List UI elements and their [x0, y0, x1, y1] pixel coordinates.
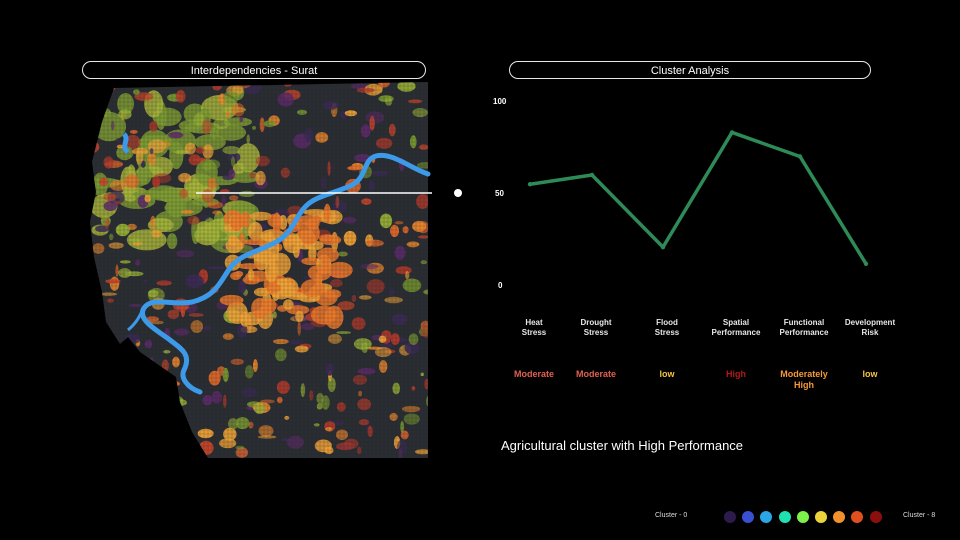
- legend-swatch: [742, 511, 755, 523]
- level-label: Moderately High: [780, 369, 828, 390]
- legend-swatch: [760, 511, 773, 523]
- data-point: [660, 244, 666, 250]
- data-point: [589, 172, 595, 178]
- chart-title: Cluster Analysis: [650, 65, 730, 77]
- level-label: low: [659, 369, 675, 379]
- ytick-0: 0: [498, 281, 503, 290]
- legend-end-label: Cluster - 8: [903, 512, 936, 519]
- legend-swatch: [778, 511, 791, 523]
- legend-swatch: [833, 511, 846, 523]
- chart-title-pill: Cluster Analysis: [509, 61, 871, 79]
- river: [139, 152, 431, 395]
- map-title-pill: Interdependencies - Surat: [82, 61, 426, 79]
- level-label: low: [862, 369, 878, 379]
- data-point: [729, 130, 735, 135]
- x-category-label: Drought Stress: [580, 318, 612, 337]
- series-line: [529, 130, 868, 265]
- data-point: [797, 154, 803, 159]
- level-label: Moderate: [513, 369, 554, 379]
- pointer-end-dot: [454, 189, 462, 197]
- map-title: Interdependencies - Surat: [190, 65, 318, 77]
- level-label: Moderate: [575, 369, 616, 379]
- ytick-100: 100: [493, 97, 507, 106]
- x-category-label: Functional Performance: [779, 318, 829, 337]
- data-point: [527, 182, 533, 187]
- map-image: [90, 82, 458, 458]
- data-point: [863, 261, 869, 266]
- level-label: High: [726, 369, 746, 379]
- legend-swatch: [724, 511, 736, 523]
- cluster-caption: Agricultural cluster with High Performan…: [501, 438, 744, 453]
- legend-swatch: [796, 511, 809, 523]
- surat-cluster-map: [80, 82, 458, 458]
- legend-swatch: [869, 511, 882, 523]
- x-category-label: Development Risk: [844, 318, 896, 337]
- ytick-50: 50: [495, 189, 504, 198]
- x-category-label: Spatial Performance: [711, 318, 761, 337]
- legend-swatch: [815, 511, 827, 523]
- x-category-label: Heat Stress: [521, 318, 547, 337]
- x-category-label: Flood Stress: [654, 318, 680, 337]
- legend-swatch: [851, 511, 864, 523]
- legend-start-label: Cluster - 0: [655, 512, 688, 519]
